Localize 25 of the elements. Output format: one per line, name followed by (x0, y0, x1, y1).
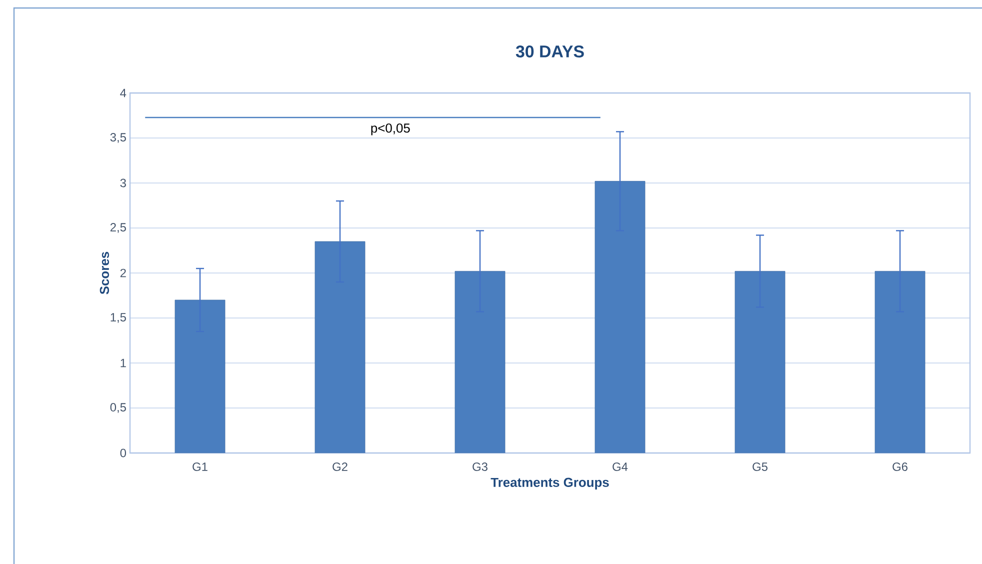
y-tick-label: 2,5 (110, 223, 126, 233)
y-tick-label: 2 (120, 268, 126, 278)
bar (174, 300, 226, 453)
x-tick-label: G4 (612, 462, 628, 471)
y-tick-label: 3 (120, 178, 126, 188)
y-tick-label: 4 (120, 88, 126, 98)
bar (314, 241, 366, 453)
x-tick-label: G1 (192, 462, 208, 471)
bar (874, 270, 926, 453)
x-tick-label: G6 (892, 462, 908, 471)
x-tick-label: G2 (332, 462, 348, 471)
x-axis-title: Treatments Groups (490, 478, 609, 490)
bar (594, 180, 646, 453)
y-axis-title: Scores (100, 252, 110, 294)
x-tick-label: G5 (752, 462, 768, 471)
x-tick-label: G3 (472, 462, 488, 471)
bar (734, 270, 786, 453)
y-tick-label: 0,5 (110, 403, 126, 413)
annotation: p<0,05 (371, 124, 410, 136)
y-tick-label: 1 (120, 358, 126, 368)
chart-title: 30 DAYS (516, 45, 584, 58)
y-tick-label: 3,5 (110, 133, 126, 143)
bar (454, 270, 506, 453)
y-tick-label: 1,5 (110, 313, 126, 323)
y-tick-label: 0 (120, 448, 126, 458)
